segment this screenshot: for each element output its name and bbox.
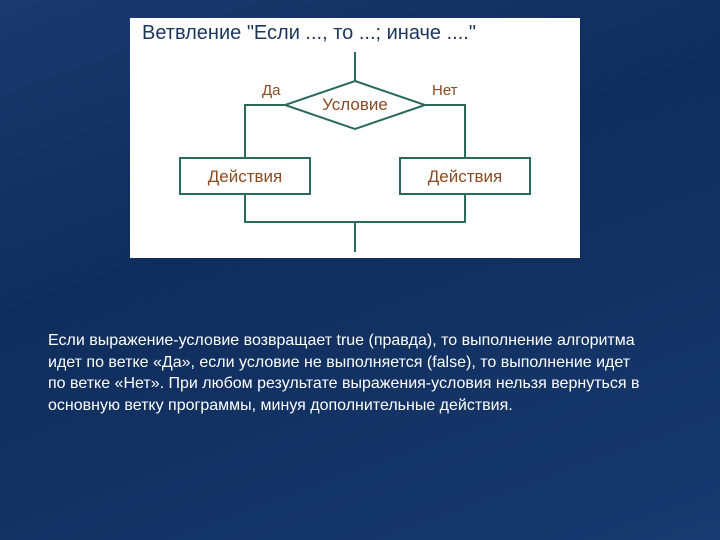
action-no-node-label: Действия — [400, 167, 530, 187]
caption-text: Если выражение-условие возвращает true (… — [48, 330, 648, 416]
edge-label-yes: Да — [262, 82, 281, 99]
flowchart-svg — [0, 0, 720, 300]
condition-node-label: Условие — [285, 95, 425, 115]
edge-label-no: Нет — [432, 82, 458, 99]
action-yes-node-label: Действия — [180, 167, 310, 187]
